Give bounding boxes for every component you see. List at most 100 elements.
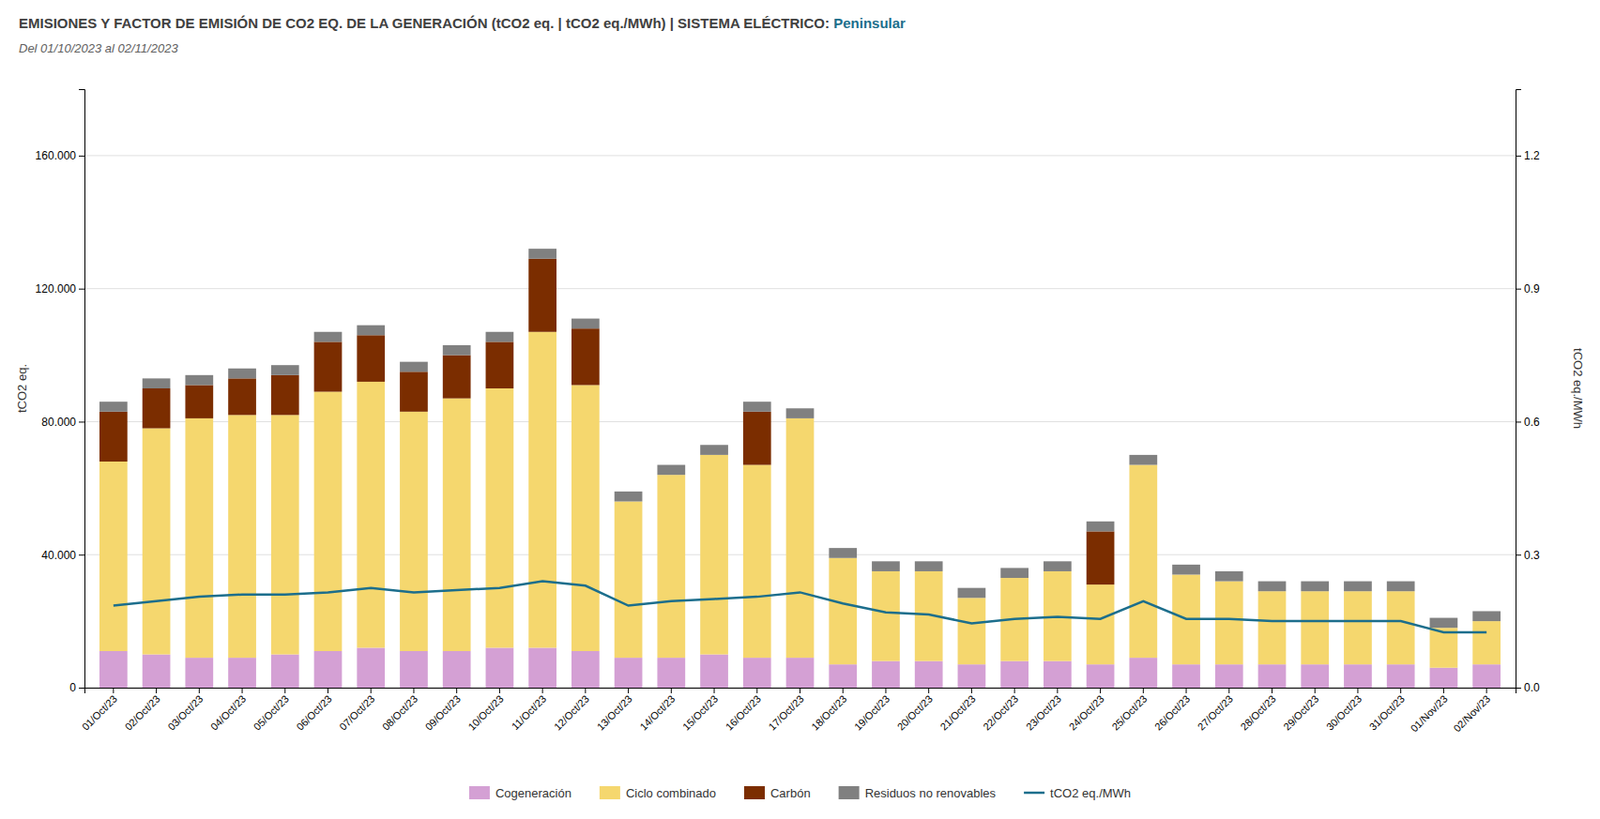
bar	[1215, 581, 1244, 666]
tick-mark	[542, 687, 544, 694]
tick-label: 13/Oct/23	[594, 693, 635, 733]
tick-mark	[884, 687, 886, 694]
tick: 0	[69, 681, 85, 695]
legend-swatch	[838, 786, 860, 800]
tick-mark	[1271, 687, 1273, 694]
bar	[1086, 664, 1115, 688]
tick-label: 24/Oct/23	[1066, 693, 1107, 733]
tick-mark	[1515, 289, 1522, 290]
tick: 26/Oct/23	[1152, 687, 1192, 733]
tick-mark	[78, 289, 85, 290]
tick: 05/Oct/23	[251, 687, 291, 733]
bar	[1215, 571, 1244, 582]
title-highlight: Peninsular	[833, 15, 906, 31]
bar	[228, 368, 257, 380]
bar	[571, 384, 600, 652]
tick-mark	[327, 687, 329, 694]
bar	[1472, 610, 1501, 622]
tick: 23/Oct/23	[1023, 687, 1064, 733]
tick-label: 28/Oct/23	[1238, 693, 1279, 733]
axis-line	[78, 90, 86, 689]
plot: 040.00080.000120.000160.0000.00.30.60.91…	[35, 90, 1540, 735]
tick-label: 23/Oct/23	[1023, 693, 1064, 733]
bar	[442, 398, 472, 652]
tick: 07/Oct/23	[336, 687, 377, 733]
bar	[399, 362, 428, 373]
bar	[743, 657, 772, 688]
tick: 160.000	[35, 149, 85, 163]
bar	[1300, 591, 1329, 665]
legend-item: Cogeneración	[469, 786, 572, 801]
y-axis: 040.00080.000120.000160.000	[35, 90, 86, 696]
legend-swatch	[744, 786, 765, 800]
tick: 25/Oct/23	[1109, 687, 1149, 733]
bar	[958, 664, 987, 688]
axis-line	[85, 688, 1517, 695]
bar	[356, 335, 385, 382]
axis-line	[1516, 90, 1523, 689]
title-main: EMISIONES Y FACTOR DE EMISIÓN DE CO2 EQ.…	[18, 15, 834, 31]
bar	[1430, 668, 1459, 688]
bar	[1043, 661, 1072, 688]
bar	[828, 548, 857, 559]
bar	[486, 647, 515, 688]
tick-mark	[1515, 155, 1522, 157]
bar	[1343, 664, 1372, 688]
bar	[914, 561, 944, 572]
marks	[99, 248, 1501, 688]
bar	[571, 651, 600, 688]
tick-label: 120.000	[35, 282, 77, 296]
tick: 03/Oct/23	[165, 687, 205, 733]
tick-mark	[1515, 554, 1522, 556]
tick-label: 0	[69, 681, 77, 695]
bar	[1172, 664, 1201, 688]
tick: 20/Oct/23	[895, 687, 935, 733]
legend-label: Carbón	[770, 786, 811, 801]
tick-label: 06/Oct/23	[294, 693, 335, 733]
legend-swatch	[469, 786, 490, 800]
tick-label: 04/Oct/23	[208, 693, 248, 733]
bar	[614, 657, 643, 688]
legend-label: Cogeneración	[495, 786, 572, 801]
bar	[1386, 664, 1416, 688]
bar	[743, 411, 772, 466]
tick-label: 10/Oct/23	[465, 693, 505, 733]
tick-label: 19/Oct/23	[852, 693, 892, 733]
tick: 16/Oct/23	[723, 687, 763, 733]
tick-mark	[112, 687, 114, 694]
bar	[700, 444, 729, 456]
tick: 02/Nov/23	[1450, 687, 1493, 734]
bar	[314, 332, 343, 343]
bar	[142, 655, 171, 688]
tick: 14/Oct/23	[637, 687, 677, 733]
bar	[743, 401, 772, 412]
bar	[786, 408, 815, 419]
tick-label: 26/Oct/23	[1152, 693, 1192, 733]
tick-mark	[284, 687, 286, 694]
bar	[399, 651, 428, 688]
tick-mark	[1515, 421, 1522, 423]
tick: 17/Oct/23	[766, 687, 807, 733]
tick-mark	[1186, 687, 1188, 694]
bar	[184, 418, 214, 658]
tick: 30/Oct/23	[1324, 687, 1364, 733]
bar	[228, 414, 257, 658]
tick: 12/Oct/23	[551, 687, 592, 733]
tick-mark	[198, 687, 200, 694]
tick-mark	[78, 155, 85, 157]
tick: 18/Oct/23	[808, 687, 849, 733]
bar	[1128, 465, 1158, 659]
tick: 0.3	[1515, 548, 1540, 563]
grid-line	[84, 154, 1516, 156]
bar	[486, 341, 515, 389]
tick-mark	[78, 554, 85, 556]
bar	[314, 341, 343, 392]
tick-label: 05/Oct/23	[251, 693, 291, 733]
line	[113, 581, 1487, 633]
bar	[271, 375, 300, 416]
tick: 01/Nov/23	[1408, 687, 1450, 734]
tick-mark	[412, 687, 414, 694]
tick: 24/Oct/23	[1066, 687, 1107, 733]
bar	[958, 597, 987, 665]
bar	[486, 332, 515, 343]
